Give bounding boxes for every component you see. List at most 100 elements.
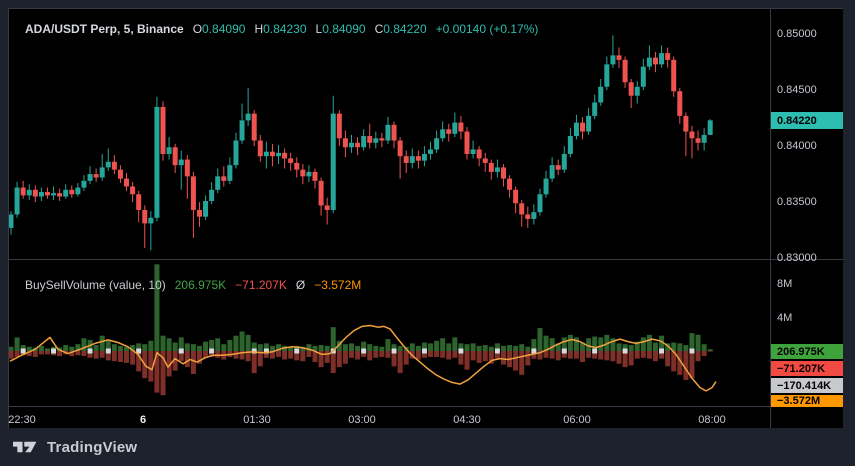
candle-body: [634, 86, 640, 96]
buy-volume-bar: [409, 343, 415, 351]
sell-volume-bar: [154, 351, 160, 393]
tradingview-brand-text[interactable]: TradingView: [47, 438, 138, 456]
sell-volume-bar: [628, 351, 634, 366]
buy-volume-bar: [269, 345, 275, 351]
sell-volume-bar: [172, 351, 178, 371]
buy-volume-bar: [367, 344, 373, 351]
buy-volume-bar: [215, 338, 221, 351]
bottom-bar: TradingView: [0, 428, 855, 466]
time-tick-label[interactable]: 04:30: [453, 414, 481, 426]
sell-volume-bar: [81, 351, 87, 357]
neutral-volume-tick: [622, 348, 628, 354]
buy-volume-bar: [604, 334, 610, 351]
time-tick-label[interactable]: 22:30: [8, 414, 36, 426]
buy-volume-bar: [379, 346, 385, 351]
buy-volume-bar: [172, 342, 178, 351]
sell-volume-bar: [537, 351, 543, 360]
neutral-volume-tick: [136, 348, 142, 354]
buy-volume-bar: [683, 345, 689, 351]
buy-volume-bar: [130, 345, 136, 351]
indicator-title[interactable]: BuySellVolume (value, 10): [25, 278, 166, 292]
buy-volume-bar: [634, 341, 640, 351]
neutral-volume-tick: [361, 348, 367, 354]
sell-volume-bar: [689, 351, 695, 379]
neutral-volume-tick: [531, 348, 537, 354]
candle-body: [348, 142, 354, 148]
candle-body: [434, 138, 440, 150]
sell-volume-bar: [403, 351, 409, 365]
sell-volume-bar: [263, 351, 269, 358]
sell-volume-bar: [251, 351, 257, 374]
sell-volume-bar: [616, 351, 622, 364]
neutral-volume-tick: [561, 348, 567, 354]
ohlc-low: L 0.84090: [315, 22, 366, 36]
buy-volume-bar: [196, 345, 202, 351]
sell-volume-bar: [136, 351, 142, 372]
candle-body: [51, 193, 57, 196]
candle-body: [646, 57, 652, 67]
candle-body: [32, 189, 38, 197]
sell-volume-bar: [209, 351, 215, 357]
candle-body: [8, 214, 14, 228]
neutral-volume-tick: [458, 348, 464, 354]
buy-volume-bar: [561, 337, 567, 351]
time-tick-label[interactable]: 08:00: [698, 414, 726, 426]
candle-body: [63, 189, 69, 197]
buy-volume-bar: [652, 342, 658, 351]
buy-volume-bar: [117, 345, 123, 351]
candle-body: [172, 147, 178, 166]
candle-body: [312, 171, 318, 181]
avg-volume-badge: −3.572M: [771, 395, 843, 407]
volume-tick-label: 8M: [777, 278, 792, 290]
time-tick-label[interactable]: 6: [140, 414, 146, 426]
candle-body: [44, 192, 50, 196]
sell-volume-bar: [683, 351, 689, 380]
symbol-title[interactable]: ADA/USDT Perp, 5, Binance: [25, 22, 184, 36]
sell-volume-bar: [32, 351, 38, 357]
buy-volume-bar: [355, 345, 361, 351]
price-tick-label: 0.84500: [777, 84, 817, 96]
buy-volume-bar: [415, 345, 421, 351]
sell-volume-bar: [203, 351, 209, 358]
buy-volume-bar: [598, 337, 604, 351]
sell-volume-bar: [288, 351, 294, 359]
sell-volume-bar: [440, 351, 446, 358]
chart-svg[interactable]: 0.85000 0.84500 0.84000 0.83500 0.83000 8M 4M 2…: [8, 8, 843, 428]
candle-body: [695, 138, 701, 143]
candle-body: [93, 174, 99, 178]
buy-volume-bar: [63, 345, 69, 351]
chart-canvas[interactable]: 0.85000 0.84500 0.84000 0.83500 0.83000 8M 4M 2…: [8, 8, 843, 428]
time-tick-label[interactable]: 03:00: [348, 414, 376, 426]
buy-volume-bar: [111, 344, 117, 351]
buy-volume-bar: [294, 345, 300, 351]
tradingview-logo-icon[interactable]: [13, 438, 39, 456]
candle-body: [300, 169, 306, 177]
ohlc-high: H 0.84230: [254, 22, 307, 36]
time-tick-label[interactable]: 01:30: [243, 414, 271, 426]
candle-body: [342, 138, 348, 148]
price-change: +0.00140 (+0.17%): [435, 22, 539, 36]
sell-volume-bar: [513, 351, 519, 371]
candle-body: [75, 187, 81, 195]
candle-body: [130, 186, 136, 195]
buy-volume-bar: [330, 327, 336, 351]
sell-volume-bar: [367, 351, 373, 361]
candle-body: [178, 159, 184, 166]
sell-volume-bar: [257, 351, 263, 367]
sell-volume-bar: [276, 351, 282, 357]
candle-body: [707, 120, 713, 135]
sell-volume-bar: [117, 351, 123, 363]
sell-volume-bar: [87, 351, 93, 358]
sell-volume-bar: [336, 351, 342, 368]
time-tick-label[interactable]: 06:00: [563, 414, 591, 426]
buy-volume-bar: [300, 346, 306, 351]
candle-body: [269, 151, 275, 157]
candle-body: [203, 201, 209, 217]
neutral-volume-tick: [178, 348, 184, 354]
candle-body: [14, 187, 20, 215]
candle-body: [379, 138, 385, 141]
sell-volume-bar: [148, 351, 154, 382]
sell-volume-bar: [671, 351, 677, 372]
sell-volume-bar: [14, 351, 20, 357]
candle-body: [367, 136, 373, 143]
